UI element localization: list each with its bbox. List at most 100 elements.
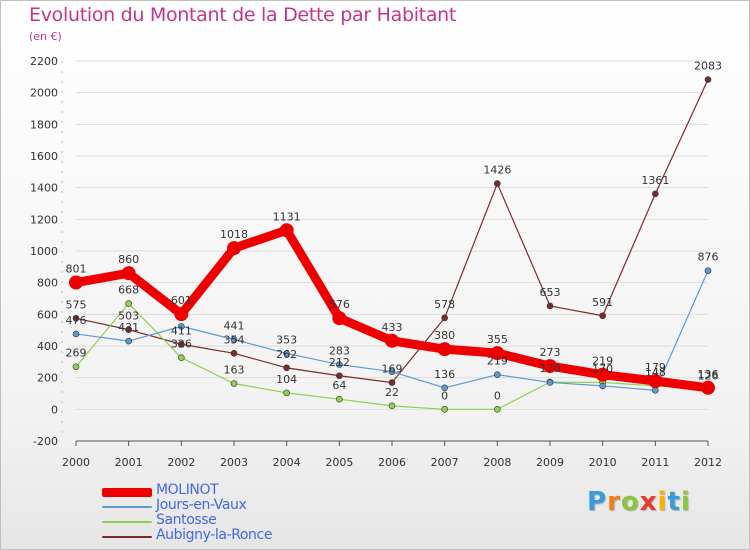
logo-letter: o — [620, 487, 640, 517]
data-point — [441, 406, 448, 413]
data-label: 433 — [382, 321, 403, 334]
data-label: 575 — [66, 298, 87, 311]
data-point — [441, 314, 448, 322]
data-label: 22 — [385, 386, 399, 399]
x-tick-label: 2004 — [273, 456, 301, 469]
data-point — [494, 371, 501, 378]
data-point — [121, 266, 136, 281]
data-point — [336, 395, 343, 403]
y-tick-label: 1800 — [30, 118, 58, 131]
data-label: 136 — [434, 368, 455, 381]
x-tick-label: 2003 — [220, 456, 248, 469]
data-label: 2083 — [694, 60, 722, 73]
data-point — [178, 340, 185, 348]
data-label: 578 — [434, 298, 455, 311]
data-label: 860 — [118, 253, 139, 266]
data-label: 179 — [645, 361, 666, 374]
data-point — [543, 359, 557, 374]
x-tick-label: 2008 — [483, 456, 511, 469]
data-point — [336, 372, 343, 380]
data-label: 126 — [698, 369, 719, 382]
data-point — [230, 380, 238, 387]
data-point — [69, 275, 83, 290]
legend-swatch — [102, 536, 152, 538]
x-tick-label: 2002 — [167, 456, 195, 469]
data-point — [332, 311, 347, 326]
data-point — [283, 389, 290, 397]
logo-letter: r — [607, 487, 621, 517]
data-label: 503 — [118, 310, 139, 323]
y-tick-label: -200 — [33, 435, 58, 448]
data-label: 801 — [66, 263, 87, 276]
data-point — [494, 180, 501, 187]
data-label: 355 — [487, 333, 508, 346]
data-label: 273 — [540, 346, 561, 359]
y-tick-label: 800 — [37, 277, 58, 290]
data-point — [704, 76, 712, 83]
x-tick-label: 2005 — [325, 456, 353, 469]
data-point — [490, 346, 505, 361]
data-point — [125, 337, 132, 345]
data-point — [336, 361, 343, 368]
data-label: 354 — [224, 333, 245, 346]
data-label: 411 — [171, 324, 192, 337]
data-label: 1361 — [641, 174, 669, 187]
y-tick-label: 0 — [51, 403, 58, 416]
data-point — [283, 350, 290, 357]
data-label: 169 — [382, 363, 403, 376]
x-tick-label: 2001 — [115, 456, 143, 469]
data-label: 148 — [645, 366, 666, 379]
y-tick-label: 1000 — [30, 245, 58, 258]
data-label: 441 — [224, 320, 245, 333]
logo-letter: t — [667, 487, 681, 517]
data-label: 136 — [698, 368, 719, 381]
data-point — [704, 267, 712, 274]
legend-swatch — [102, 521, 152, 523]
data-label: 219 — [592, 355, 613, 368]
data-point — [385, 333, 399, 348]
legend-label: Santosse — [156, 512, 217, 528]
y-tick-label: 1200 — [30, 213, 58, 226]
data-point — [279, 223, 294, 238]
data-label: 576 — [329, 298, 350, 311]
y-tick-label: 1600 — [30, 150, 58, 163]
y-tick-label: 1400 — [30, 182, 58, 195]
y-tick-label: 2000 — [30, 87, 58, 100]
data-point — [599, 382, 606, 390]
data-label: 353 — [276, 333, 297, 346]
data-point — [441, 384, 448, 392]
data-point — [437, 342, 452, 357]
x-tick-label: 2011 — [641, 456, 669, 469]
legend-label: MOLINOT — [156, 482, 219, 498]
data-label: 876 — [698, 251, 719, 264]
data-label: 1018 — [220, 228, 248, 241]
data-point — [174, 307, 189, 322]
data-point — [652, 190, 659, 198]
chart-title: Evolution du Montant de la Dette par Hab… — [29, 4, 457, 26]
y-tick-label: 400 — [37, 340, 58, 353]
x-tick-label: 2009 — [536, 456, 564, 469]
data-point — [388, 368, 396, 375]
data-point — [125, 300, 132, 307]
y-tick-label: 200 — [37, 372, 58, 385]
data-label: 668 — [118, 284, 139, 297]
data-label: 170 — [540, 362, 561, 375]
data-label: 212 — [329, 356, 350, 369]
data-label: 283 — [329, 345, 350, 358]
data-point — [595, 367, 610, 382]
logo-letter: P — [587, 487, 608, 517]
data-point — [701, 380, 715, 395]
data-point — [227, 241, 241, 256]
data-label: 0 — [441, 389, 448, 402]
data-point — [178, 354, 185, 362]
data-point — [72, 363, 80, 371]
y-tick-label: 600 — [37, 308, 58, 321]
data-point — [599, 312, 606, 320]
data-point — [546, 302, 554, 310]
x-tick-label: 2007 — [431, 456, 459, 469]
data-label: 380 — [434, 329, 455, 342]
data-label: 64 — [332, 379, 346, 392]
legend-label: Aubigny-la-Ronce — [156, 527, 273, 543]
